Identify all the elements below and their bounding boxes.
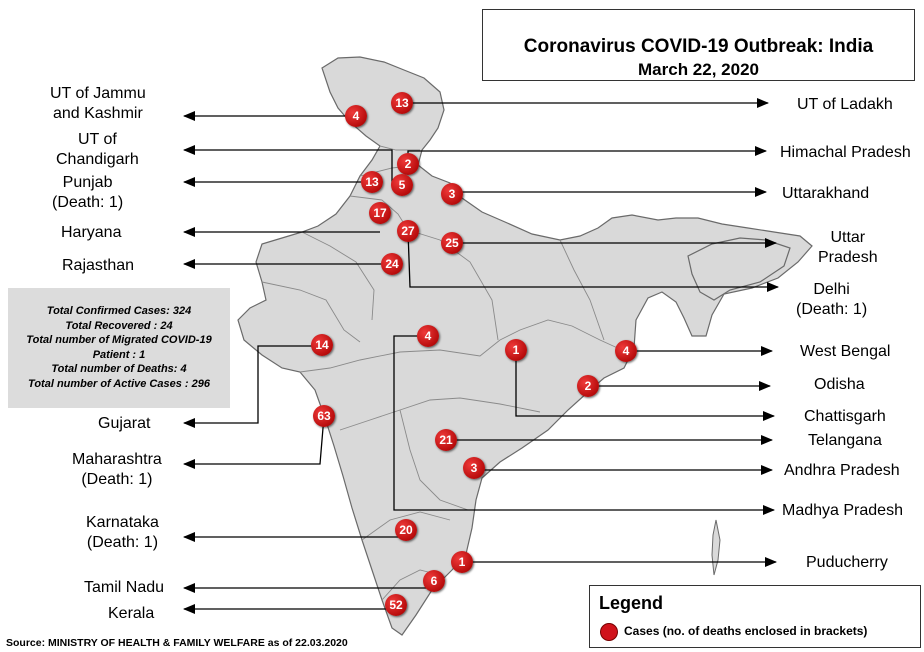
label-tamil-nadu: Tamil Nadu — [84, 579, 165, 596]
label-andhra: Andhra Pradesh — [784, 462, 900, 479]
stat-migrated: Total number of Migrated COVID-19 — [26, 334, 212, 346]
stat-recovered: Total Recovered : 24 — [65, 319, 173, 332]
map-date: March 22, 2020 — [638, 60, 759, 79]
marker-gujarat[interactable]: 14 — [311, 334, 333, 356]
label-delhi: Delhi (Death: 1) — [796, 281, 868, 318]
state-borders — [261, 145, 623, 601]
marker-jk[interactable]: 4 — [345, 105, 367, 127]
label-maharashtra: Maharashtra (Death: 1) — [72, 451, 162, 488]
marker-telangana[interactable]: 21 — [435, 429, 457, 451]
label-chattisgarh: Chattisgarh — [804, 408, 886, 425]
marker-chattisgarh[interactable]: 1 — [505, 339, 527, 361]
marker-himachal[interactable]: 2 — [397, 153, 419, 175]
marker-chandigarh[interactable]: 5 — [391, 174, 413, 196]
andaman-islands — [711, 519, 721, 576]
stat-deaths: Total number of Deaths: 4 — [51, 363, 187, 375]
marker-tamil-nadu[interactable]: 6 — [423, 570, 445, 592]
marker-punjab[interactable]: 13 — [361, 171, 383, 193]
label-gujarat: Gujarat — [98, 415, 151, 432]
stat-migrated-count: Patient : 1 — [92, 348, 146, 361]
legend-item-label: Cases (no. of deaths enclosed in bracket… — [624, 624, 868, 638]
marker-madhya-pradesh[interactable]: 4 — [417, 325, 439, 347]
label-ladakh: UT of Ladakh — [797, 96, 893, 113]
marker-maharashtra[interactable]: 63 — [313, 405, 335, 427]
legend-title: Legend — [599, 593, 664, 613]
label-karnataka: Karnataka (Death: 1) — [86, 514, 159, 551]
marker-uttarakhand[interactable]: 3 — [441, 183, 463, 205]
label-kerala: Kerala — [108, 605, 155, 622]
marker-west-bengal[interactable]: 4 — [615, 340, 637, 362]
label-odisha: Odisha — [814, 376, 865, 393]
label-uttarakhand: Uttarakhand — [782, 185, 870, 202]
stats-panel: Total Confirmed Cases: 324 Total Recover… — [8, 288, 230, 408]
label-chandigarh: UT of Chandigarh — [56, 131, 139, 168]
marker-delhi[interactable]: 27 — [397, 220, 419, 242]
legend-box: Legend Cases (no. of deaths enclosed in … — [589, 585, 921, 648]
marker-andhra[interactable]: 3 — [463, 457, 485, 479]
marker-ladakh[interactable]: 13 — [391, 92, 413, 114]
stat-active: Total number of Active Cases : 296 — [28, 377, 210, 390]
source-note: Source: MINISTRY OF HEALTH & FAMILY WELF… — [6, 637, 348, 649]
marker-haryana[interactable]: 17 — [369, 202, 391, 224]
marker-uttar-pradesh[interactable]: 25 — [441, 232, 463, 254]
title-box: Coronavirus COVID-19 Outbreak: India Mar… — [482, 9, 915, 81]
label-himachal: Himachal Pradesh — [780, 144, 911, 161]
label-punjab: Punjab (Death: 1) — [52, 174, 124, 211]
label-telangana: Telangana — [808, 432, 882, 449]
label-rajasthan: Rajasthan — [62, 257, 135, 274]
marker-kerala[interactable]: 52 — [385, 594, 407, 616]
map-title: Coronavirus COVID-19 Outbreak: India — [523, 36, 874, 57]
legend-marker-icon — [600, 623, 618, 641]
marker-puducherry[interactable]: 1 — [451, 551, 473, 573]
northeast-region — [687, 237, 791, 301]
label-uttar-pradesh: Uttar Pradesh — [818, 229, 878, 266]
label-west-bengal: West Bengal — [800, 343, 891, 360]
label-madhya-pradesh: Madhya Pradesh — [782, 502, 903, 519]
marker-rajasthan[interactable]: 24 — [381, 253, 403, 275]
marker-karnataka[interactable]: 20 — [395, 519, 417, 541]
label-puducherry: Puducherry — [806, 554, 888, 571]
label-jk: UT of Jammu and Kashmir — [50, 85, 146, 122]
stat-confirmed: Total Confirmed Cases: 324 — [46, 305, 192, 317]
marker-odisha[interactable]: 2 — [577, 375, 599, 397]
label-haryana: Haryana — [61, 224, 122, 241]
